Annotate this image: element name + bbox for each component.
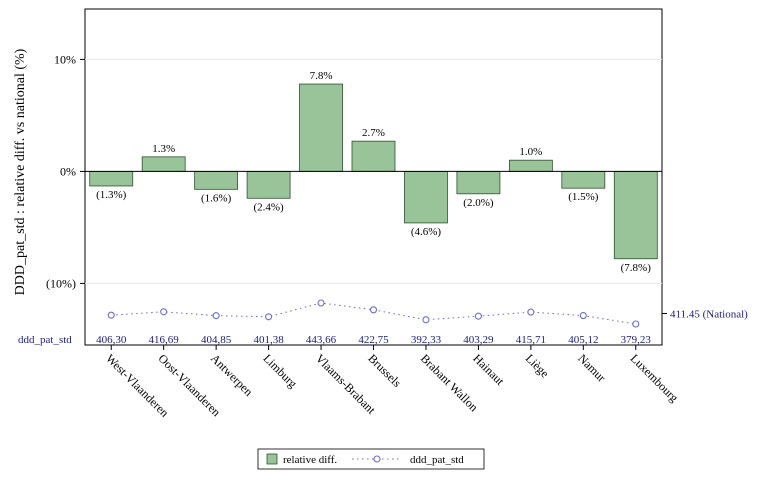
bar-data-label: (1.6%) bbox=[201, 192, 232, 204]
value-row-cell: 416,69 bbox=[149, 334, 180, 346]
bar-data-label: (2.4%) bbox=[253, 201, 284, 213]
series-line bbox=[111, 302, 636, 325]
series-point bbox=[474, 312, 482, 320]
series-point bbox=[579, 312, 587, 320]
x-tick-label: Limburg bbox=[260, 351, 299, 390]
value-row-cell: 403,29 bbox=[463, 334, 494, 346]
x-tick-label: Brussels bbox=[365, 351, 404, 390]
bar-data-label: (1.5%) bbox=[568, 191, 599, 203]
bar-data-label: 1.3% bbox=[152, 143, 175, 155]
value-row: ddd_pat_std 406,30 416,69 404,85 401,38 443,6… bbox=[18, 334, 651, 346]
value-row-cell: 415,71 bbox=[516, 334, 546, 346]
legend-frame bbox=[257, 448, 485, 470]
y-tick-label: 10% bbox=[54, 52, 76, 66]
value-row-cell: 405,12 bbox=[568, 334, 598, 346]
y-tick-label: 0% bbox=[60, 164, 76, 178]
bar bbox=[194, 170, 239, 190]
series-point bbox=[632, 320, 640, 328]
legend-label-line: ddd_pat_std bbox=[410, 454, 464, 466]
gridlines bbox=[85, 58, 662, 284]
legend-swatch-bar bbox=[266, 453, 278, 465]
series-point bbox=[265, 313, 273, 321]
legend: relative diff. ddd_pat_std bbox=[257, 448, 485, 470]
x-tick-label: Luxembourg bbox=[628, 351, 682, 405]
series-point bbox=[527, 308, 535, 316]
series-point bbox=[160, 308, 168, 316]
bar-data-label: (2.0%) bbox=[463, 197, 494, 209]
bars bbox=[89, 83, 658, 260]
value-row-cell: 404,85 bbox=[201, 334, 232, 346]
reference-label: 411.45 (National) bbox=[670, 308, 748, 320]
series-point bbox=[107, 311, 115, 319]
y-axis-title: DDD_pat_std : relative diff. vs national… bbox=[13, 48, 28, 295]
bar bbox=[456, 170, 501, 195]
value-row-cell: 422,75 bbox=[358, 334, 389, 346]
value-row-cell: 401,38 bbox=[253, 334, 284, 346]
value-row-label: ddd_pat_std bbox=[18, 334, 72, 346]
bar-data-label: 7.8% bbox=[310, 70, 333, 82]
value-row-cell: 443,66 bbox=[306, 334, 337, 346]
bar-data-label: (7.8%) bbox=[621, 262, 652, 274]
bar bbox=[246, 170, 291, 199]
value-row-cell: 406,30 bbox=[96, 334, 127, 346]
bar bbox=[508, 159, 553, 172]
value-row-cell: 379,23 bbox=[621, 334, 652, 346]
series-point bbox=[369, 306, 378, 314]
x-tick-label: Liège bbox=[523, 351, 552, 380]
series-point bbox=[422, 316, 430, 324]
bar bbox=[299, 83, 343, 172]
series-point bbox=[212, 312, 220, 320]
legend-label-bar: relative diff. bbox=[283, 454, 337, 466]
bar bbox=[613, 170, 658, 260]
x-tick-label: Antwerpen bbox=[208, 351, 256, 399]
series-point bbox=[317, 299, 325, 307]
x-tick-label: Namur bbox=[575, 351, 608, 384]
bar-data-label: 2.7% bbox=[362, 127, 385, 139]
y-tick-label: (10%) bbox=[46, 276, 76, 290]
bar bbox=[89, 170, 134, 187]
bar bbox=[404, 170, 448, 224]
bar bbox=[141, 156, 186, 172]
line-series bbox=[107, 299, 640, 328]
bar-data-label: (1.3%) bbox=[96, 189, 127, 201]
bar bbox=[351, 140, 396, 172]
bar bbox=[561, 170, 606, 189]
value-row-cell: 392,33 bbox=[411, 334, 442, 346]
legend-swatch-marker bbox=[373, 455, 381, 463]
bar-data-label: 1.0% bbox=[519, 146, 542, 158]
y-axis: 10% 0% (10%) bbox=[46, 52, 85, 290]
bar-data-label: (4.6%) bbox=[411, 226, 442, 238]
x-tick-label: Hainaut bbox=[470, 351, 507, 388]
right-axis: 411.45 (National) bbox=[662, 308, 748, 320]
bar-labels: (1.3%) 1.3% (1.6%) (2.4%) 7.8% 2.7% (4.6%) (2.0… bbox=[96, 70, 651, 274]
